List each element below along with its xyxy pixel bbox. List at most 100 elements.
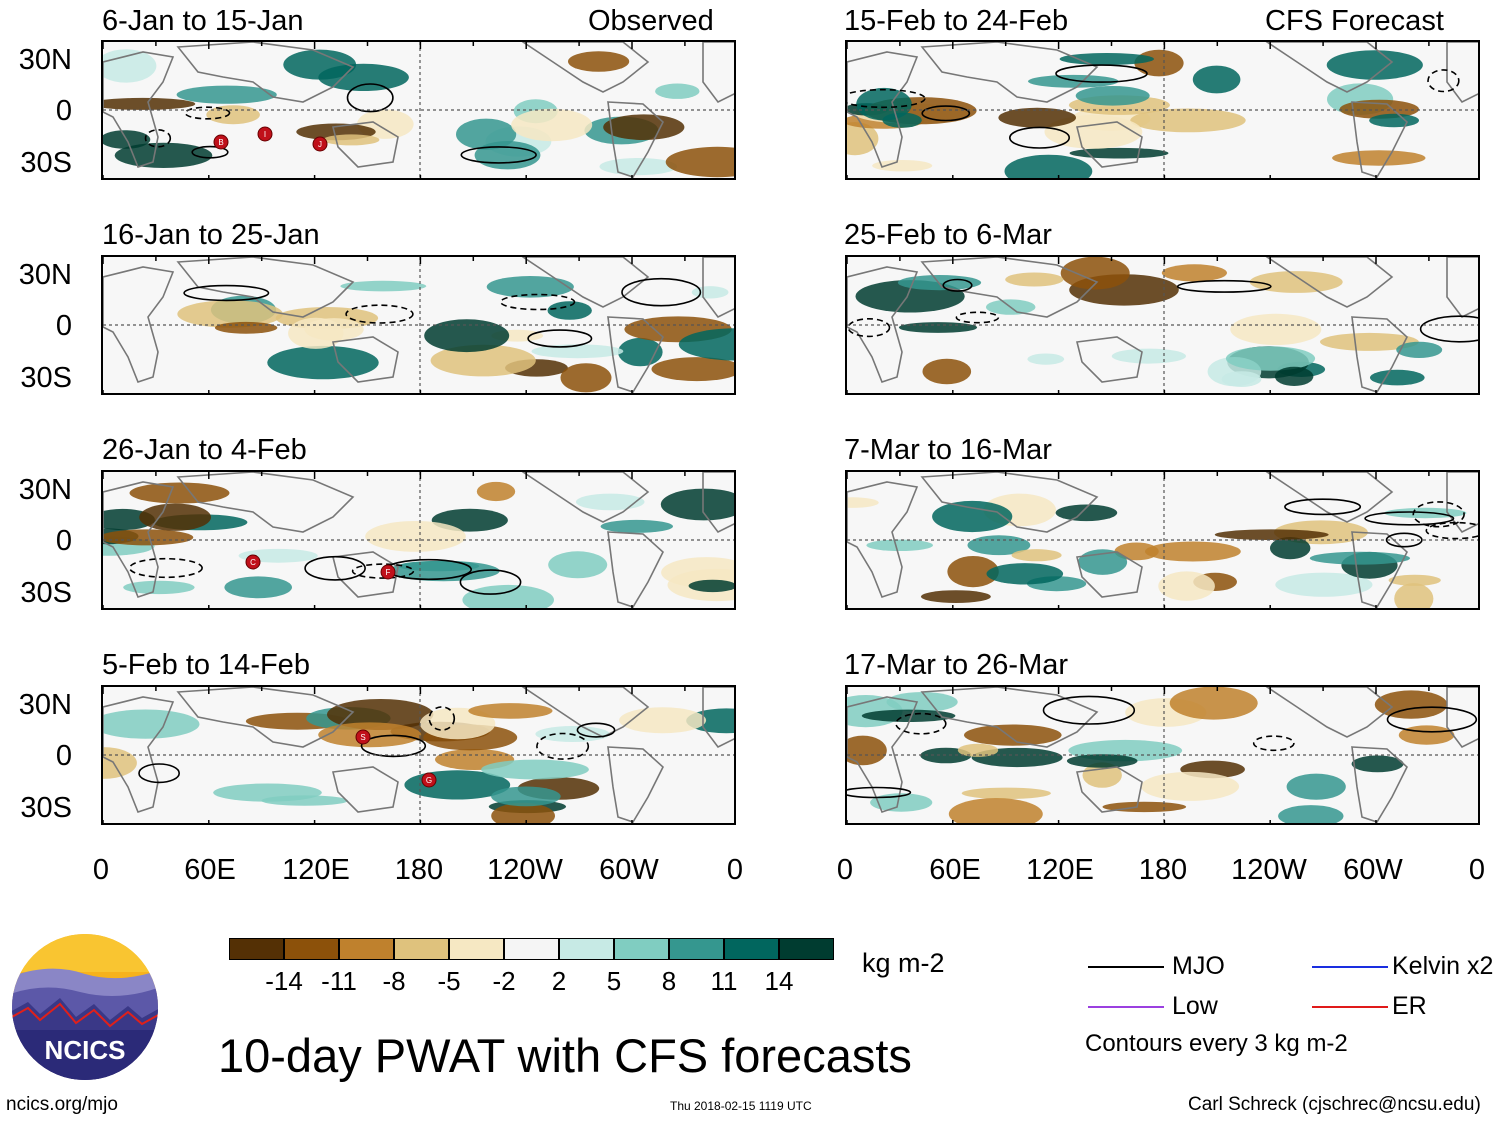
storm-marker-label: S <box>360 733 365 742</box>
lon-label: 0 <box>92 854 110 886</box>
coastline <box>176 257 355 318</box>
colorbar-tick-label: -11 <box>321 966 357 996</box>
lat-label: 0 <box>55 525 72 557</box>
mjo-contour <box>576 722 616 738</box>
coastline <box>1076 766 1143 813</box>
panel-title-right-2: 25-Feb to 6-Mar <box>844 219 1052 251</box>
colorbar-tick-label: 14 <box>764 966 794 996</box>
anomaly-blob <box>476 481 516 502</box>
anomaly-blob <box>261 795 348 806</box>
lon-label: 60W <box>1343 854 1403 886</box>
anomaly-blob <box>1082 762 1122 788</box>
coastline <box>847 696 919 813</box>
lon-label: 60W <box>599 854 659 886</box>
coastline <box>1351 101 1408 178</box>
mjo-contour <box>1009 126 1071 149</box>
storm-marker: C <box>245 554 261 570</box>
mjo-contour <box>1055 64 1148 83</box>
pwat-anomaly-map <box>847 687 1478 823</box>
coastline <box>1446 257 1478 319</box>
mjo-contour <box>1412 501 1465 528</box>
mjo-contour <box>536 732 590 760</box>
anomaly-blob <box>114 142 213 168</box>
anomaly-blob <box>1388 574 1441 586</box>
anomaly-blob <box>387 560 500 582</box>
coastline <box>1265 42 1394 93</box>
cfs-forecast-label: CFS Forecast <box>1265 5 1444 37</box>
coastline <box>176 472 355 533</box>
map-panel-right-2 <box>845 255 1480 395</box>
coastline <box>607 101 664 178</box>
anomaly-blob <box>948 798 1043 823</box>
anomaly-blob <box>424 319 510 353</box>
anomaly-blob <box>1230 313 1322 345</box>
colorbar-swatch <box>229 938 284 960</box>
colorbar-swatch <box>284 938 339 960</box>
anomaly-blob <box>1069 147 1169 159</box>
anomaly-blob <box>419 707 496 740</box>
anomaly-blob <box>456 118 517 150</box>
panel-title-left-4: 5-Feb to 14-Feb <box>102 649 310 681</box>
lon-label: 180 <box>1138 854 1188 886</box>
mjo-contour <box>942 278 973 292</box>
anomaly-blob <box>1249 271 1343 293</box>
anomaly-blob <box>1028 74 1119 88</box>
anomaly-blob <box>1145 541 1241 562</box>
panel-title-left-1: 6-Jan to 15-Jan <box>102 5 304 37</box>
storm-marker-icon <box>257 126 273 142</box>
coastline <box>847 481 919 598</box>
storm-marker-label: C <box>250 558 256 567</box>
timestamp: Thu 2018-02-15 1119 UTC <box>670 1099 812 1113</box>
storm-marker-icon <box>355 729 371 745</box>
pwat-anomaly-map <box>847 42 1478 178</box>
lat-label: 30N <box>18 474 72 506</box>
coastline <box>702 472 734 534</box>
anomaly-blob <box>856 87 912 121</box>
mjo-contour <box>1386 706 1478 733</box>
anomaly-blob <box>103 709 200 739</box>
source-url[interactable]: ncics.org/mjo <box>6 1094 118 1115</box>
anomaly-blob <box>1169 687 1258 720</box>
anomaly-blob <box>1158 571 1215 601</box>
coastline <box>1265 472 1394 523</box>
colorbar-tick-label: -5 <box>437 966 461 996</box>
coastline <box>702 42 734 104</box>
lon-label: 0 <box>836 854 854 886</box>
mjo-contour <box>847 786 912 799</box>
anomaly-blob <box>1369 113 1419 128</box>
mjo-contour <box>847 317 891 338</box>
anomaly-blob <box>462 584 554 608</box>
map-panel-left-2 <box>101 255 736 395</box>
coastline <box>103 51 175 168</box>
anomaly-blob <box>1059 53 1154 65</box>
anomaly-blob <box>103 49 157 83</box>
map-panel-right-3 <box>845 470 1480 610</box>
colorbar-swatch <box>559 938 614 960</box>
anomaly-blob <box>1394 583 1434 608</box>
anomaly-blob <box>1326 50 1423 80</box>
anomaly-blob <box>967 535 1031 556</box>
legend-label-er: ER <box>1392 992 1427 1020</box>
anomaly-blob <box>932 500 1013 533</box>
anomaly-blob <box>678 328 734 361</box>
anomaly-blob <box>866 539 933 551</box>
anomaly-blob <box>468 703 553 719</box>
anomaly-blob <box>961 787 1051 799</box>
coastline <box>332 551 399 598</box>
anomaly-blob <box>1214 529 1329 540</box>
anomaly-blob <box>1011 549 1062 562</box>
anomaly-blob <box>1398 725 1455 745</box>
contour-note: Contours every 3 kg m-2 <box>1085 1030 1348 1057</box>
storm-marker: I <box>257 126 273 142</box>
anomaly-blob <box>103 529 194 546</box>
anomaly-blob <box>1005 272 1064 287</box>
colorbar-tick-label: -14 <box>265 966 303 996</box>
legend-line-kelvin <box>1312 966 1388 968</box>
anomaly-blob <box>603 114 685 140</box>
coastline <box>1265 257 1394 308</box>
colorbar-tick-label: 11 <box>710 966 738 996</box>
anomaly-blob <box>872 160 933 172</box>
anomaly-blob <box>599 158 678 176</box>
anomaly-blob <box>1114 542 1159 561</box>
